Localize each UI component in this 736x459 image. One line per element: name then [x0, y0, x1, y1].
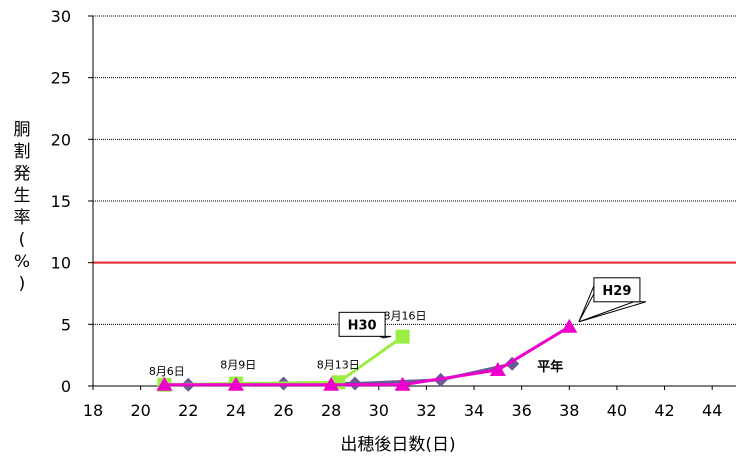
y-axis-label-char-4: 率: [14, 208, 31, 228]
series-2-point-0: [156, 376, 173, 391]
date-annotation-0: 8月6日: [149, 365, 185, 378]
y-tick-label-5: 5: [61, 315, 71, 334]
callout-box-1: [593, 277, 641, 303]
date-annotation-2: 8月13日: [317, 359, 360, 372]
y-axis-label-char-3: 生: [14, 186, 31, 206]
series-label-heinen: 平年: [537, 359, 563, 375]
x-tick-label-34: 34: [464, 401, 484, 420]
callout-pointer-1: [578, 301, 647, 323]
date-annotation-1: 8月9日: [220, 359, 256, 372]
x-tick-label-32: 32: [416, 401, 436, 420]
x-tick-label-24: 24: [226, 401, 246, 420]
x-tick-label-36: 36: [511, 401, 531, 420]
y-tick-label-20: 20: [51, 130, 71, 149]
callouts: H30 H29 平年: [338, 277, 647, 375]
x-axis-label: 出穂後日数(日): [340, 435, 455, 455]
y-axis-label-char-1: 割: [14, 142, 31, 162]
annotations: 8月6日 8月9日 8月13日 8月16日: [149, 309, 427, 378]
callout-box-0: [338, 311, 386, 337]
x-tick-label-44: 44: [702, 401, 722, 420]
series-2-point-5: [561, 318, 578, 333]
y-axis-label-char-0: 胴: [14, 120, 31, 140]
date-annotation-3: 8月16日: [383, 309, 426, 322]
x-tick-label-38: 38: [559, 401, 579, 420]
y-tick-labels: 0 5 10 15 20 25 30: [51, 7, 93, 396]
x-tick-label-22: 22: [178, 401, 198, 420]
x-tick-label-18: 18: [83, 401, 103, 420]
x-tick-label-20: 20: [130, 401, 150, 420]
series-2-point-2: [323, 376, 340, 391]
x-tick-label-28: 28: [321, 401, 341, 420]
callout-pointer-side-1: [578, 285, 595, 323]
y-tick-label-25: 25: [51, 69, 71, 88]
series-2-point-1: [227, 376, 244, 391]
y-axis-label-char-6: %: [14, 252, 30, 272]
series-line-2: [164, 325, 571, 387]
series-2-point-4: [489, 361, 506, 376]
callout-text-1: H29: [602, 284, 631, 299]
y-axis-label-char-2: 発: [14, 164, 31, 184]
x-tick-label-30: 30: [369, 401, 389, 420]
y-tick-label-30: 30: [51, 7, 71, 26]
x-tick-label-26: 26: [273, 401, 293, 420]
x-tick-label-40: 40: [607, 401, 627, 420]
callout-text-0: H30: [348, 318, 377, 333]
y-tick-label-15: 15: [51, 192, 71, 211]
x-tick-labels: 18 20 22 24 26 28 30 32 34 36 38 40 42 44: [83, 386, 722, 420]
y-tick-label-10: 10: [51, 254, 71, 273]
series-group: [156, 318, 578, 392]
y-axis-label: 胴割発生率(%): [14, 120, 31, 294]
x-tick-label-42: 42: [654, 401, 674, 420]
series-2-point-3: [394, 376, 411, 391]
y-axis-label-char-5: (: [19, 230, 26, 250]
y-tick-label-0: 0: [61, 377, 71, 396]
y-axis-label-char-7: ): [19, 274, 26, 294]
series-1-point-3: [395, 329, 410, 344]
